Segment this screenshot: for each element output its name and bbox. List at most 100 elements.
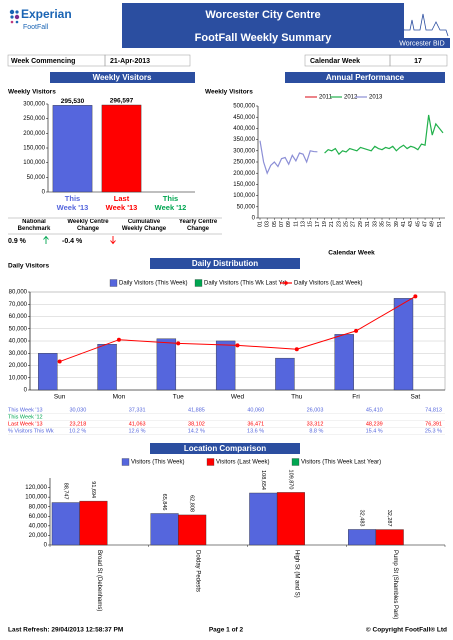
section-band (150, 443, 300, 454)
value-label: 88,747 (62, 483, 68, 500)
y-tick-label: 150,000 (23, 146, 45, 152)
x-tick-label: 45 (415, 221, 421, 227)
legend-swatch (121, 458, 130, 466)
x-tick-label: 29 (358, 221, 364, 227)
table-row-name: % Visitors This Wk (8, 428, 54, 434)
x-tick-label: 43 (408, 221, 414, 227)
x-tick-label: High St (M and S) (293, 550, 299, 598)
x-tick-label: Last Week '13 (105, 195, 138, 212)
table-cell: 76,391 (425, 421, 442, 427)
legend-marker (284, 281, 288, 285)
benchmark-header: Weekly Centre Change (67, 219, 109, 232)
y-tick-label: 50,000 (9, 326, 28, 332)
x-tick-label: 27 (351, 221, 357, 227)
y-tick-label: 250,000 (23, 116, 45, 122)
y-tick-label: 100,000 (23, 160, 45, 166)
x-tick-label: Wed (231, 394, 245, 401)
y-tick-label: 300,000 (23, 102, 45, 108)
bar (52, 105, 93, 193)
table-cell: 40,060 (247, 407, 264, 413)
logo-right-band (395, 38, 450, 48)
x-tick-label: Mon (113, 394, 126, 401)
x-tick-label: 17 (315, 221, 321, 227)
x-tick-label: 49 (430, 221, 436, 227)
x-tick-label-box: Last Week '13 (105, 195, 138, 212)
table-cell: 74,813 (425, 407, 442, 413)
x-tick-label: 39 (394, 221, 400, 227)
legend-swatch (291, 458, 300, 466)
table-row-name: Last Week '13 (8, 421, 43, 427)
x-tick-label: 03 (265, 221, 271, 227)
table-cell: 30,030 (69, 407, 86, 413)
logo-right-text: Worcester BID (399, 40, 444, 47)
week-row (7, 54, 448, 67)
value-label: 32,483 (359, 510, 365, 527)
bar (215, 340, 236, 391)
x-tick-label-box: This Week '12 (154, 195, 187, 212)
benchmark-value: -0.4 % (62, 238, 83, 245)
y-tick-label: 100,000 (25, 495, 47, 501)
logo-sub: FootFall (23, 24, 49, 31)
value-label: 65,846 (161, 494, 167, 511)
subtitle: FootFall Weekly Summary (195, 32, 333, 44)
legend-label: 2012 (344, 95, 358, 101)
y-tick-label: 80,000 (29, 504, 48, 510)
bar (375, 529, 404, 546)
benchmark-header-box: Cumulative Weekly Change (121, 219, 167, 232)
y-tick-label: 300,000 (233, 148, 255, 154)
benchmark-header-box: Yearly Centre Change (179, 219, 217, 232)
table-cell: 41,885 (188, 407, 205, 413)
x-tick-label: Thu (291, 394, 303, 401)
y-tick-label: 60,000 (29, 514, 48, 520)
logo-text: Experian (21, 7, 72, 21)
bar (275, 357, 295, 391)
table-cell: 8.8 % (309, 428, 323, 434)
y-tick-label: 70,000 (9, 302, 28, 308)
x-tick-label: Sat (410, 394, 420, 401)
x-tick-label: Dolday Pedests (195, 550, 201, 592)
logo-left: Experian FootFall (9, 7, 72, 31)
x-tick-label: Tue (173, 394, 184, 401)
benchmark-header: Cumulative Weekly Change (121, 219, 167, 232)
legend-label: 2011 (319, 95, 333, 101)
table-cell: 36,471 (247, 421, 264, 427)
y-axis-label: Weekly Visitors (8, 89, 56, 96)
legend-label: Daily Visitors (This Wk Last Yr) (204, 281, 286, 287)
table-cell: 26,003 (307, 407, 324, 413)
table-cell: 38,102 (188, 421, 205, 427)
y-tick-label: 200,000 (233, 171, 255, 177)
legend-label: Visitors (Last Week) (216, 460, 269, 466)
table-row-name: This Week '12 (8, 414, 43, 420)
line-marker (116, 337, 121, 342)
y-tick-label: 40,000 (29, 523, 48, 529)
week-date: 21-Apr-2013 (110, 58, 150, 65)
x-tick-label: 15 (308, 221, 314, 227)
bar (156, 338, 177, 391)
bar (348, 529, 377, 546)
section-title: Annual Performance (326, 73, 405, 82)
line-marker (57, 359, 62, 364)
y-tick-label: 200,000 (23, 131, 45, 137)
y-tick-label: 150,000 (233, 182, 255, 188)
x-tick-label: 25 (344, 221, 350, 227)
legend-swatch (109, 279, 118, 287)
table-cell: 12.6 % (128, 428, 145, 434)
line-series (259, 140, 318, 175)
y-tick-label: 0 (44, 543, 48, 549)
x-tick-label: 37 (387, 221, 393, 227)
section-title: Location Comparison (184, 444, 266, 453)
x-tick-label: This Week '12 (154, 195, 187, 212)
y-tick-label: 0 (24, 388, 28, 394)
legend-swatch (194, 279, 203, 287)
bar (334, 334, 354, 391)
table-cell: 14.2 % (188, 428, 205, 434)
title-band (122, 3, 404, 48)
value-label: 91,694 (90, 481, 96, 498)
value-label: 32,287 (386, 510, 392, 527)
y-axis-label: Weekly Visitors (205, 89, 253, 96)
footer-page: Page 1 of 2 (209, 627, 244, 634)
x-tick-label: 13 (301, 221, 307, 227)
arrow-up (43, 235, 49, 244)
x-tick-label: 41 (401, 221, 407, 227)
